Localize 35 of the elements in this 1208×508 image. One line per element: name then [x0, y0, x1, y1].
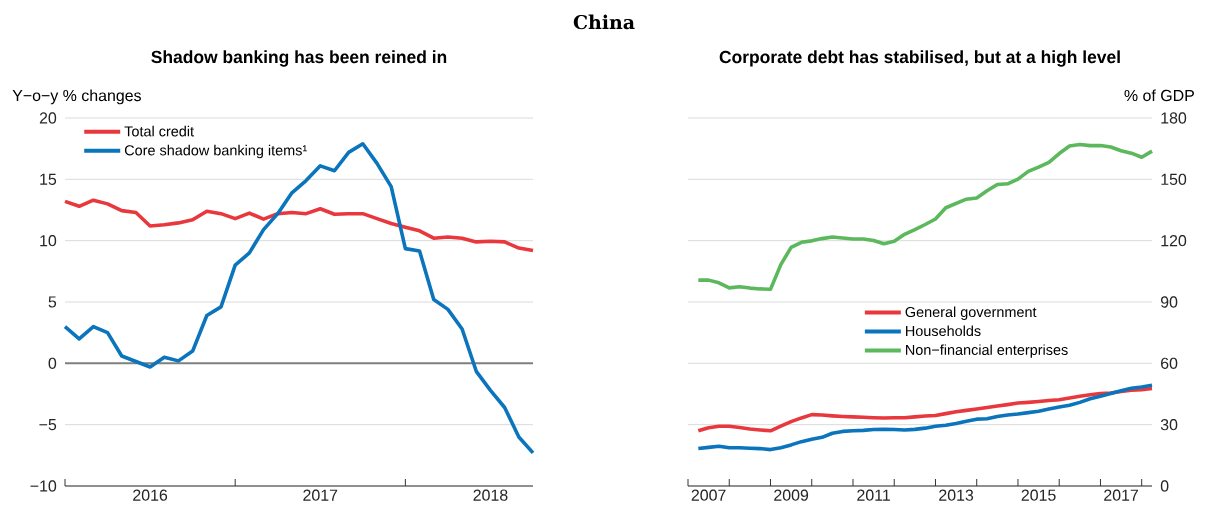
- x-tick-label: 2017: [1104, 489, 1138, 501]
- x-tick-label: 2013: [939, 489, 974, 501]
- y-tick-label: 180: [1161, 112, 1187, 124]
- y-tick-label: 90: [1160, 296, 1178, 308]
- chart-title: Corporate debt has stabilised, but at a high level: [719, 50, 1120, 67]
- y-axis-title: Y−o−y % changes: [12, 89, 141, 105]
- legend-label: Households: [906, 325, 981, 337]
- line-series: [696, 383, 1154, 452]
- legend-label: Core shadow banking items¹: [124, 144, 307, 159]
- x-tick-label: 2009: [774, 489, 809, 501]
- y-tick-label: 0: [48, 357, 57, 369]
- text: China: [573, 14, 635, 30]
- y-tick-label: −10: [30, 480, 57, 492]
- x-tick-label: 2015: [1021, 489, 1056, 501]
- y-axis-title: % of GDP: [1124, 89, 1194, 102]
- x-tick-label: 2017: [303, 489, 338, 501]
- x-tick-label: 2011: [857, 489, 890, 501]
- chart-title: Shadow banking has been reined in: [151, 50, 447, 67]
- y-tick-label: 15: [40, 173, 57, 185]
- legend-label: General government: [905, 306, 1037, 320]
- y-tick-label: 120: [1161, 235, 1187, 247]
- y-tick-label: 10: [40, 235, 57, 247]
- y-tick-label: 30: [1160, 419, 1178, 431]
- x-tick-label: 2007: [691, 489, 726, 501]
- y-tick-label: 60: [1161, 357, 1178, 369]
- y-tick-label: 20: [39, 112, 57, 124]
- legend-label: Non−financial enterprises: [906, 344, 1068, 358]
- y-tick-label: −5: [39, 419, 57, 431]
- x-tick-label: 2018: [473, 489, 508, 501]
- y-tick-label: 0: [1160, 480, 1169, 492]
- line-series: [63, 198, 535, 253]
- y-tick-label: 5: [48, 296, 57, 308]
- x-tick-label: 2016: [133, 489, 168, 501]
- y-tick-label: 150: [1161, 173, 1187, 185]
- legend-label: Total credit: [124, 125, 194, 137]
